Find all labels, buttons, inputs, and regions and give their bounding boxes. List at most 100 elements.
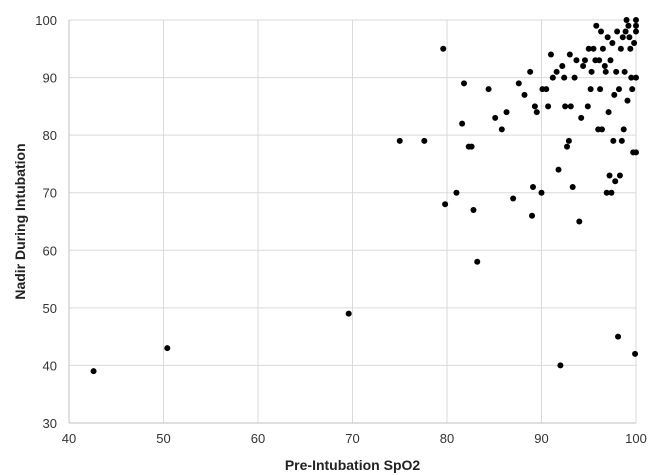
y-tick-label: 70 — [43, 186, 57, 201]
data-point — [584, 103, 591, 110]
data-point — [623, 17, 630, 23]
data-point — [633, 149, 639, 156]
data-point — [633, 74, 639, 81]
data-point — [527, 68, 534, 75]
data-point — [613, 68, 620, 75]
data-point — [628, 74, 635, 81]
data-point — [633, 22, 639, 29]
data-point — [503, 109, 510, 116]
data-point — [581, 57, 588, 64]
data-point — [603, 189, 610, 196]
data-point — [580, 63, 587, 70]
axes — [68, 20, 636, 424]
data-point — [620, 126, 627, 133]
x-tick-label: 50 — [156, 431, 170, 446]
data-point — [468, 143, 475, 150]
data-point — [442, 201, 449, 208]
data-point — [615, 86, 622, 93]
x-tick-label: 60 — [251, 431, 265, 446]
data-point — [515, 80, 522, 87]
data-point — [590, 45, 597, 52]
data-point — [610, 137, 617, 144]
y-tick-label: 100 — [35, 13, 57, 28]
data-point — [492, 114, 499, 121]
y-tick-label: 30 — [43, 416, 57, 431]
data-point — [601, 63, 608, 70]
data-point — [622, 28, 629, 35]
y-tick-label: 50 — [43, 301, 57, 316]
data-point — [611, 91, 618, 98]
data-point — [559, 63, 566, 70]
data-point — [547, 51, 554, 58]
data-point — [607, 57, 614, 64]
data-point — [521, 91, 528, 98]
data-point — [588, 68, 595, 75]
grid — [68, 19, 637, 424]
data-point — [569, 183, 576, 190]
data-point — [585, 45, 592, 52]
data-point — [605, 109, 612, 116]
data-point — [617, 45, 624, 52]
y-tick-label: 80 — [43, 128, 57, 143]
y-axis-title: Nadir During Intubation — [12, 143, 28, 299]
data-point — [345, 310, 352, 317]
data-point — [485, 86, 492, 93]
data-point — [470, 206, 477, 213]
data-point — [474, 258, 481, 265]
data-point — [633, 17, 639, 23]
data-point — [631, 40, 638, 47]
data-point — [619, 34, 626, 41]
data-point — [609, 40, 616, 47]
data-point — [627, 45, 634, 52]
data-point — [616, 172, 623, 179]
data-point — [164, 345, 171, 352]
data-point — [618, 137, 625, 144]
data-point — [624, 97, 631, 104]
data-point — [599, 45, 606, 52]
data-point — [566, 51, 573, 58]
data-point — [565, 137, 572, 144]
data-point — [529, 183, 536, 190]
data-point — [529, 212, 536, 219]
y-tick-label: 60 — [43, 243, 57, 258]
data-point — [459, 120, 466, 127]
data-point — [587, 86, 594, 93]
data-point — [561, 74, 568, 81]
x-axis-title: Pre-Intubation SpO2 — [285, 457, 421, 473]
tick-labels: 40 50 60 70 80 90 100 30 40 50 60 70 80 90 100 — [35, 13, 647, 446]
data-point — [557, 362, 564, 369]
data-point — [629, 86, 636, 93]
data-point — [615, 333, 622, 340]
data-point — [608, 189, 615, 196]
x-tick-label: 100 — [625, 431, 647, 446]
data-point — [567, 103, 574, 110]
data-point — [545, 103, 552, 110]
data-point — [573, 57, 580, 64]
data-point — [421, 137, 428, 144]
data-point — [549, 74, 556, 81]
data-point — [614, 28, 621, 35]
data-point — [461, 80, 468, 87]
data-point — [612, 178, 619, 185]
data-point — [604, 34, 611, 41]
data-point — [597, 86, 604, 93]
data-point — [562, 103, 569, 110]
x-tick-label: 70 — [345, 431, 359, 446]
x-tick-label: 90 — [534, 431, 548, 446]
data-point — [621, 68, 628, 75]
data-point — [564, 143, 571, 150]
data-point — [576, 218, 583, 225]
y-tick-label: 90 — [43, 71, 57, 86]
data-point — [440, 45, 447, 52]
data-point — [632, 350, 639, 357]
data-points — [90, 17, 639, 375]
x-tick-label: 40 — [62, 431, 76, 446]
data-point — [598, 28, 605, 35]
data-point — [555, 166, 562, 173]
data-point — [510, 195, 517, 202]
x-tick-label: 80 — [440, 431, 454, 446]
data-point — [531, 103, 538, 110]
data-point — [598, 126, 605, 133]
y-tick-label: 40 — [43, 358, 57, 373]
